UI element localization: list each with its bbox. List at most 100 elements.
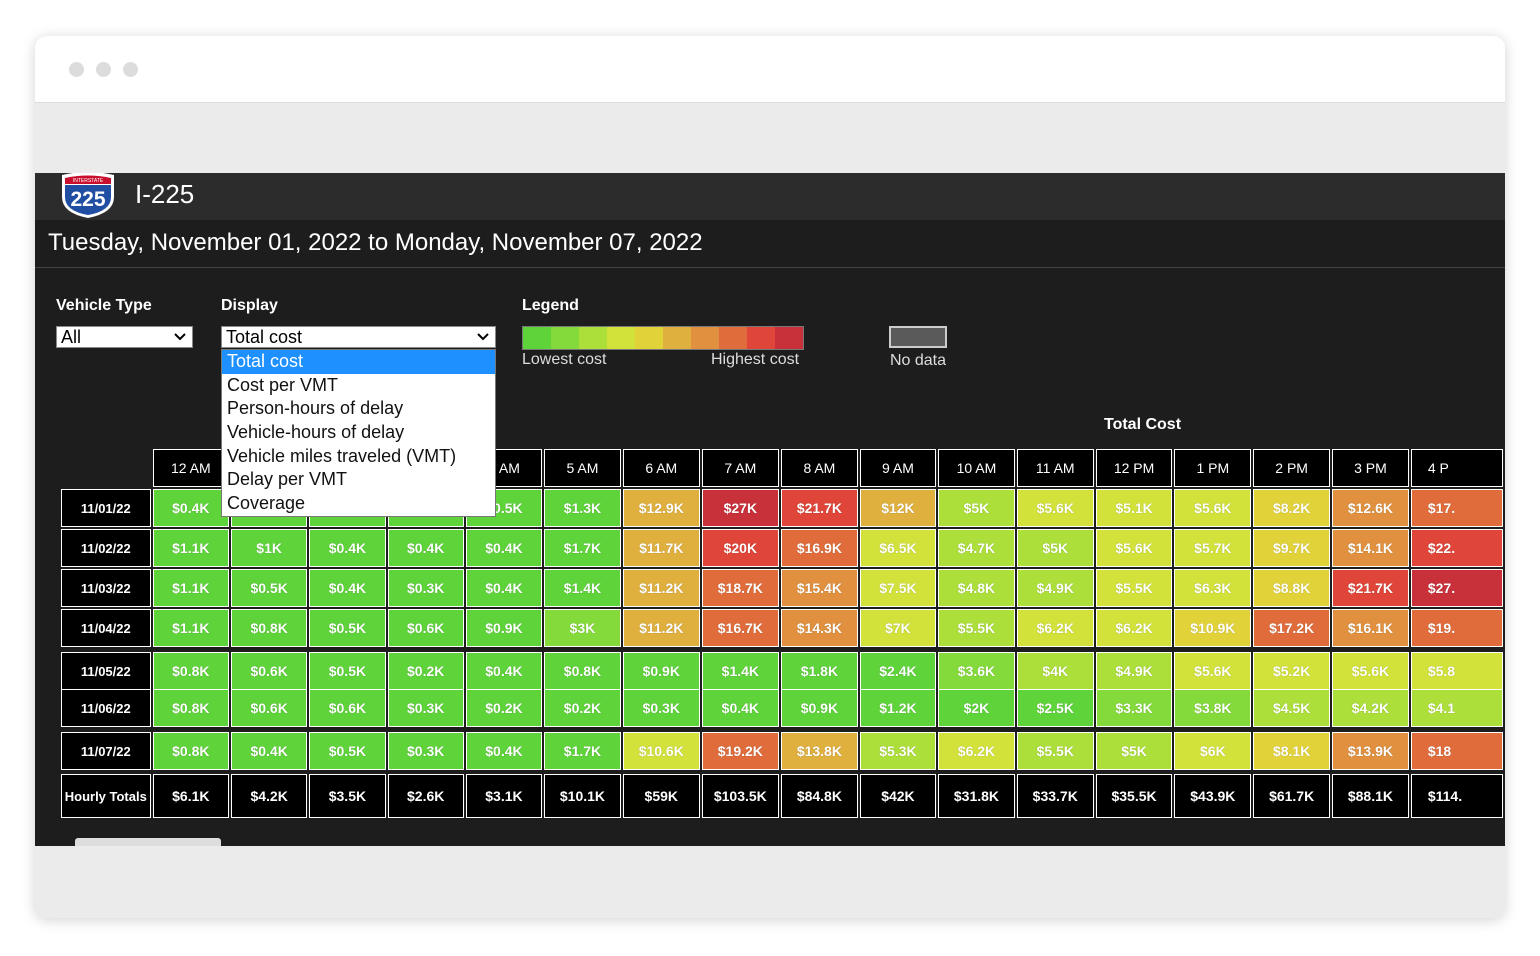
heat-cell: $15.4K — [781, 569, 858, 607]
data-row: 11/07/22 $0.8K $0.4K $0.5K $0.3K $0.4K $1.7K $1… — [61, 732, 1503, 770]
heat-cell: $0.6K — [387, 609, 464, 647]
heat-cell: $0.4K — [309, 569, 386, 607]
shield-number: 225 — [70, 188, 105, 211]
heat-cell: $0.4K — [465, 529, 543, 567]
vehicle-type-label: Vehicle Type — [56, 297, 152, 314]
title-bar — [35, 36, 1505, 103]
row-label: 11/06/22 — [61, 689, 151, 727]
heat-cell: $8.2K — [1253, 489, 1331, 527]
heat-cell: $13.9K — [1332, 732, 1409, 770]
totals-row: Hourly Totals $6.1K $4.2K $3.5K $2.6K $3.1K $1… — [61, 774, 1503, 818]
heat-cell: $8.8K — [1253, 569, 1331, 607]
heat-cell: $12.6K — [1332, 489, 1409, 527]
heat-cell: $9.7K — [1253, 529, 1331, 567]
total-cell: $103.5K — [701, 774, 779, 818]
heat-cell: $0.6K — [231, 652, 308, 690]
heat-cell: $0.3K — [387, 689, 464, 727]
legend-swatch — [691, 327, 719, 349]
select-value: Total cost — [226, 327, 303, 347]
heat-cell: $17.2K — [1253, 609, 1331, 647]
heat-cell: $5.6K — [1332, 652, 1409, 690]
column-header: 10 AM — [938, 449, 1015, 487]
heat-cell: $0.3K — [622, 689, 700, 727]
dropdown-option[interactable]: Vehicle miles traveled (VMT) — [227, 445, 457, 466]
heat-cell: $5.6K — [1174, 652, 1252, 690]
dropdown-option[interactable]: Delay per VMT — [227, 469, 348, 490]
heat-cell: $16.1K — [1332, 609, 1409, 647]
heat-cell: $21.7K — [1332, 569, 1409, 607]
chevron — [477, 333, 489, 341]
heat-cell: $10.9K — [1174, 609, 1252, 647]
legend-scale — [522, 326, 804, 350]
dropdown-option[interactable]: Person-hours of delay — [227, 398, 404, 419]
heat-cell: $4.9K — [1016, 569, 1094, 607]
row-label: 11/05/22 — [61, 652, 151, 690]
window-dot — [69, 62, 84, 77]
heat-cell: $0.9K — [622, 652, 700, 690]
heat-cell: $0.4K — [152, 489, 230, 527]
total-cell: $3.1K — [465, 774, 543, 818]
heat-cell: $6.3K — [1174, 569, 1252, 607]
route-name: I-225 — [135, 179, 195, 209]
heat-cell: $5K — [938, 489, 1015, 527]
shield-label: INTERSTATE — [73, 178, 104, 184]
heat-cell: $0.9K — [781, 689, 858, 727]
heat-cell: $0.5K — [309, 609, 386, 647]
heat-cell: $10.6K — [622, 732, 700, 770]
heat-cell: $2K — [938, 689, 1015, 727]
display-select[interactable]: Total cost — [221, 326, 496, 348]
column-header: 1 PM — [1174, 449, 1252, 487]
heat-cell: $0.8K — [152, 652, 230, 690]
heat-cell: $0.4K — [465, 652, 543, 690]
total-cell: $42K — [859, 774, 937, 818]
heat-cell: $5.7K — [1174, 529, 1252, 567]
heat-cell: $3K — [544, 609, 621, 647]
heat-cell: $19.2K — [701, 732, 779, 770]
dropdown-option[interactable]: Vehicle-hours of delay — [227, 422, 405, 443]
row-label: 11/02/22 — [61, 529, 151, 567]
heat-cell: $0.2K — [387, 652, 464, 690]
column-header: 8 AM — [781, 449, 858, 487]
heat-cell: $3.6K — [938, 652, 1015, 690]
button[interactable] — [75, 838, 221, 846]
total-cell: $10.1K — [544, 774, 621, 818]
heat-cell: $20K — [701, 529, 779, 567]
column-header: 9 AM — [859, 449, 937, 487]
heat-cell: $4.9K — [1095, 652, 1173, 690]
heat-cell: $4.8K — [938, 569, 1015, 607]
heat-cell: $1.1K — [152, 569, 230, 607]
total-cell: $6.1K — [152, 774, 230, 818]
total-cell: $35.5K — [1095, 774, 1173, 818]
heat-cell: $5.5K — [938, 609, 1015, 647]
heat-cell: $4.7K — [938, 529, 1015, 567]
dropdown-option[interactable]: Coverage — [227, 493, 306, 514]
heat-cell: $0.3K — [387, 732, 464, 770]
heat-cell: $0.8K — [231, 609, 308, 647]
heat-cell: $1K — [231, 529, 308, 567]
heat-cell: $18 — [1410, 732, 1503, 770]
data-row: 11/02/22 $1.1K $1K $0.4K $0.4K $0.4K $1.7K $11.… — [61, 529, 1503, 567]
column-header: 6 AM — [622, 449, 700, 487]
heat-cell: $18.7K — [701, 569, 779, 607]
heat-cell: $5.8 — [1410, 652, 1503, 690]
heat-cell: $7.5K — [859, 569, 937, 607]
dropdown-option[interactable]: Cost per VMT — [227, 374, 339, 395]
legend-low: Lowest cost — [522, 351, 607, 368]
legend-swatch — [775, 327, 803, 349]
select-value: All — [61, 327, 82, 347]
date-range: Tuesday, November 01, 2022 to Monday, No… — [48, 229, 703, 256]
heat-cell: $5.1K — [1095, 489, 1173, 527]
row-label: 11/03/22 — [61, 569, 151, 607]
heat-cell: $5.2K — [1253, 652, 1331, 690]
heat-cell: $11.7K — [622, 529, 700, 567]
heat-cell: $1.1K — [152, 529, 230, 567]
heat-cell: $2.4K — [859, 652, 937, 690]
data-row: 11/03/22 $1.1K $0.5K $0.4K $0.3K $0.4K $1.4K $1… — [61, 569, 1503, 607]
heat-cell: $11.2K — [622, 569, 700, 607]
header-bar: INTERSTATE 225 I-225 — [35, 173, 1505, 220]
heat-cell: $16.7K — [701, 609, 779, 647]
route-shield: INTERSTATE 225 — [62, 173, 114, 218]
heat-cell: $0.5K — [309, 652, 386, 690]
vehicle-type-select[interactable]: All — [56, 326, 193, 348]
dropdown-option[interactable]: Total cost — [222, 350, 495, 374]
